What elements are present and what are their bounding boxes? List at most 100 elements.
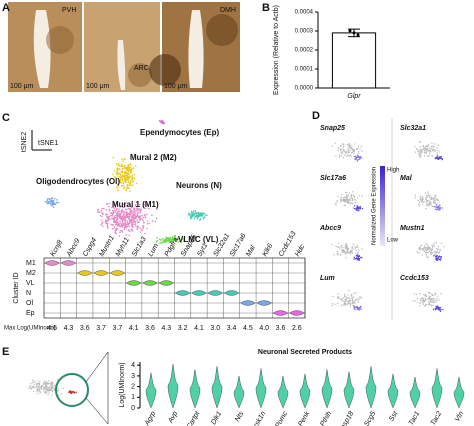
cell-dot — [437, 206, 440, 208]
cell-dot — [129, 169, 131, 171]
cell-dot — [56, 390, 59, 392]
cell-dot — [355, 255, 358, 257]
cell-dot — [119, 229, 122, 232]
cell-dot — [357, 156, 359, 159]
cell-dot — [433, 255, 435, 257]
cell-dot — [124, 208, 127, 211]
cell-dot — [352, 148, 354, 151]
cell-dot — [425, 253, 428, 255]
cell-dot — [112, 223, 114, 226]
gene-label: Slc1a3 — [131, 236, 148, 258]
max-value: 3.7 — [113, 325, 123, 332]
cell-dot — [48, 392, 50, 394]
cell-dot — [357, 246, 359, 248]
cell-dot — [340, 304, 343, 306]
cell-dot — [44, 391, 46, 393]
cell-dot — [343, 149, 345, 151]
cell-dot — [354, 143, 356, 145]
cell-dot — [338, 156, 341, 158]
cell-dot — [167, 237, 170, 239]
cell-dot — [354, 246, 356, 248]
cell-dot — [127, 216, 130, 219]
cell-dot — [342, 251, 344, 253]
cell-dot — [145, 213, 148, 216]
cell-dot — [337, 149, 339, 152]
cell-dot — [426, 295, 428, 298]
cell-dot — [131, 181, 133, 183]
cell-dot — [342, 199, 344, 202]
cell-dot — [433, 205, 435, 208]
cell-dot — [339, 199, 342, 201]
cell-dot — [349, 300, 352, 302]
cell-dot — [194, 215, 197, 218]
cell-dot — [415, 293, 418, 296]
cell-dot — [50, 389, 52, 391]
cell-dot — [113, 175, 116, 178]
cell-dot — [133, 173, 136, 176]
cell-dot — [160, 121, 163, 123]
cell-dot — [196, 217, 199, 220]
cell-dot — [434, 255, 437, 258]
cell-dot — [345, 300, 347, 302]
cell-dot — [354, 299, 357, 301]
cell-dot — [431, 150, 434, 152]
cell-dot — [57, 387, 59, 390]
cell-dot — [434, 208, 437, 210]
violin — [167, 364, 179, 409]
cell-dot — [428, 149, 431, 151]
cell-dot — [139, 203, 141, 206]
cell-dot — [171, 236, 174, 238]
cell-dot — [133, 220, 136, 222]
cell-dot — [424, 251, 427, 253]
cell-dot — [344, 244, 347, 246]
cell-dot — [349, 303, 352, 306]
cell-dot — [139, 215, 141, 218]
cell-dot — [124, 226, 126, 228]
cell-dot — [346, 245, 348, 247]
cell-dot — [421, 297, 423, 299]
cell-dot — [159, 239, 162, 241]
cell-dot — [133, 177, 136, 180]
cell-dot — [358, 309, 360, 311]
y-tick-label: 2 — [131, 383, 135, 390]
cell-dot — [427, 203, 430, 205]
cell-dot — [430, 146, 433, 148]
cell-dot — [118, 235, 121, 237]
cell-dot — [155, 240, 158, 243]
cell-dot — [115, 229, 118, 232]
cell-dot — [190, 217, 192, 220]
gene-label: Kcnj8 — [49, 239, 64, 258]
cell-dot — [418, 152, 421, 154]
cell-dot — [201, 212, 204, 214]
cell-dot — [344, 299, 346, 301]
gene-label: Snap25 — [320, 125, 345, 132]
violin — [109, 270, 126, 276]
cell-dot — [130, 167, 132, 169]
cell-dot — [116, 202, 118, 205]
cell-dot — [419, 298, 422, 300]
cell-dot — [356, 244, 358, 247]
cell-dot — [352, 243, 355, 246]
cell-dot — [34, 386, 36, 389]
cell-dot — [31, 386, 33, 389]
cell-dot — [128, 207, 130, 210]
cell-dot — [434, 199, 436, 201]
cell-dot — [414, 196, 417, 199]
cell-dot — [200, 213, 202, 215]
cell-dot — [359, 308, 361, 310]
cell-dot — [350, 251, 352, 254]
cell-dot — [136, 225, 139, 227]
cell-dot — [355, 249, 357, 252]
cell-dot — [348, 143, 350, 145]
violin — [453, 376, 465, 409]
cell-dot — [439, 259, 442, 261]
cell-dot — [341, 198, 343, 201]
cell-dot — [128, 187, 130, 189]
cell-dot — [358, 152, 360, 154]
cell-dot — [133, 208, 136, 210]
cell-dot — [123, 222, 125, 225]
cell-dot — [353, 256, 356, 258]
cell-dot — [131, 168, 133, 170]
cell-dot — [101, 213, 104, 215]
cell-dot — [420, 153, 422, 155]
